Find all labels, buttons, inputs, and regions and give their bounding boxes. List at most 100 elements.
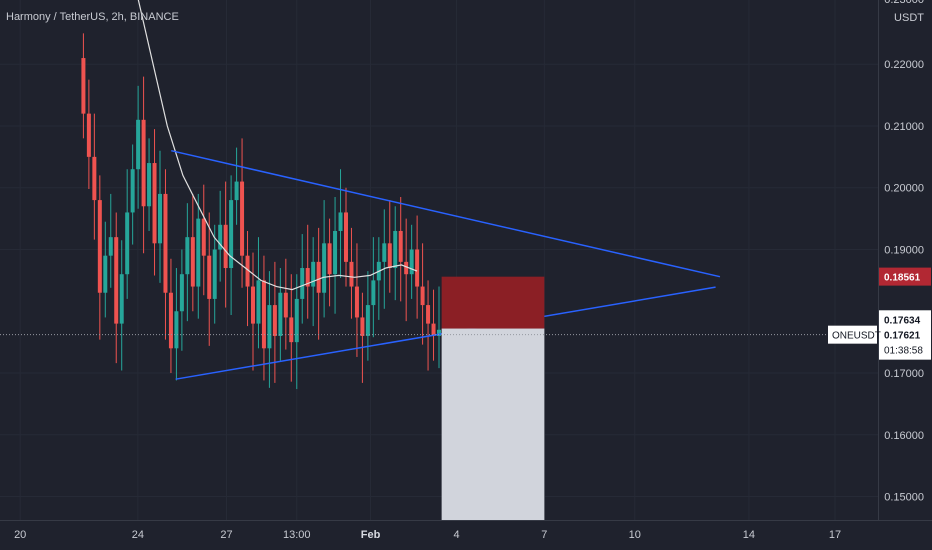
time-tick-label: 14 bbox=[743, 529, 755, 541]
symbol-badge-bg bbox=[828, 325, 877, 344]
candle-body bbox=[125, 212, 130, 275]
candle-body bbox=[338, 212, 343, 231]
take-profit-zone[interactable] bbox=[441, 328, 545, 520]
candle-body bbox=[382, 243, 387, 262]
candle-body bbox=[245, 255, 250, 287]
time-axis-panel bbox=[0, 520, 932, 550]
candle-body bbox=[179, 274, 184, 312]
time-tick-label: 24 bbox=[132, 529, 144, 541]
price-tick-label: 0.16000 bbox=[884, 430, 924, 442]
price-tick-label: 0.17000 bbox=[884, 368, 924, 380]
time-tick-label: 17 bbox=[829, 529, 841, 541]
candle-body bbox=[289, 317, 294, 343]
candle-body bbox=[250, 286, 255, 324]
candle-body bbox=[207, 255, 212, 299]
candles-layer bbox=[81, 33, 441, 390]
candle-body bbox=[283, 292, 288, 318]
candle-body bbox=[168, 292, 173, 349]
candle-body bbox=[398, 230, 403, 262]
candle-body bbox=[174, 311, 179, 349]
symbol-badge: ONEUSDT bbox=[832, 331, 881, 342]
candle-body bbox=[404, 261, 409, 275]
candle-body bbox=[256, 280, 261, 324]
price-tick-label-top: 0.23000 bbox=[884, 0, 924, 6]
last-price-bg bbox=[879, 325, 931, 360]
candle-body bbox=[354, 286, 359, 318]
price-tick-label: 0.21000 bbox=[884, 121, 924, 133]
time-tick-label: 4 bbox=[453, 529, 459, 541]
candle-body bbox=[136, 119, 141, 170]
candle-body bbox=[278, 292, 283, 336]
candle-body bbox=[234, 181, 239, 201]
candle-body bbox=[119, 274, 124, 324]
candle-body bbox=[103, 255, 108, 293]
candle-body bbox=[86, 113, 91, 157]
prev-price-label-bg bbox=[879, 310, 931, 329]
candle-body bbox=[327, 243, 332, 275]
candle-body bbox=[190, 237, 195, 287]
candle-body bbox=[415, 249, 420, 287]
candle-body bbox=[272, 305, 277, 336]
candle-body bbox=[426, 305, 431, 324]
candle-body bbox=[108, 237, 113, 256]
candle-body bbox=[81, 58, 86, 114]
candle-body bbox=[157, 193, 162, 244]
candle-body bbox=[322, 243, 327, 293]
candle-body bbox=[152, 163, 157, 244]
short-position-tool[interactable] bbox=[441, 276, 545, 520]
candle-body bbox=[311, 261, 316, 287]
candle-body bbox=[229, 200, 234, 269]
candle-body bbox=[201, 218, 206, 256]
candle-body bbox=[437, 329, 441, 336]
candle-body bbox=[316, 261, 321, 293]
stop-loss-zone[interactable] bbox=[441, 276, 545, 329]
candle-body bbox=[185, 237, 190, 275]
candle-body bbox=[130, 169, 135, 213]
candle-body bbox=[114, 237, 119, 324]
candle-body bbox=[371, 280, 376, 306]
time-tick-label: Feb bbox=[361, 529, 381, 541]
price-tick-label: 0.20000 bbox=[884, 183, 924, 195]
candle-body bbox=[147, 163, 152, 207]
countdown-label: 01:38:58 bbox=[884, 346, 923, 357]
candle-body bbox=[223, 224, 228, 269]
chart-title: Harmony / TetherUS, 2h, BINANCE bbox=[6, 11, 179, 23]
candle-body bbox=[387, 243, 392, 269]
trendline-upper[interactable] bbox=[171, 149, 721, 278]
candle-body bbox=[333, 230, 338, 275]
grid-layer bbox=[0, 0, 878, 520]
candle-body bbox=[343, 212, 348, 262]
candle-body bbox=[163, 193, 168, 293]
price-tick-label: 0.15000 bbox=[884, 492, 924, 504]
candle-body bbox=[300, 268, 305, 299]
price-tick-label: 0.22000 bbox=[884, 59, 924, 71]
candle-body bbox=[267, 305, 272, 349]
candle-body bbox=[92, 156, 97, 201]
stop-price-label-bg bbox=[879, 267, 931, 286]
last-price-label: 0.17621 bbox=[884, 331, 921, 342]
candle-body bbox=[261, 280, 266, 349]
candle-body bbox=[431, 323, 436, 336]
time-tick-label: 13:00 bbox=[283, 529, 311, 541]
candle-body bbox=[141, 119, 146, 207]
candle-body bbox=[240, 181, 245, 256]
candle-body bbox=[218, 224, 223, 250]
moving-average-line bbox=[137, 0, 418, 291]
prev-price-label: 0.17634 bbox=[884, 315, 921, 326]
candle-body bbox=[212, 249, 217, 299]
time-tick-label: 10 bbox=[629, 529, 641, 541]
currency-label: USDT bbox=[894, 12, 924, 24]
stop-price-label: 0.18561 bbox=[884, 273, 921, 284]
candle-body bbox=[409, 249, 414, 275]
candle-body bbox=[294, 298, 299, 343]
time-tick-label: 7 bbox=[541, 529, 547, 541]
candle-body bbox=[196, 218, 201, 287]
time-tick-label: 20 bbox=[14, 529, 26, 541]
candle-body bbox=[393, 230, 398, 269]
moving-average-layer bbox=[137, 0, 418, 291]
candle-body bbox=[360, 317, 365, 336]
candle-body bbox=[349, 261, 354, 287]
